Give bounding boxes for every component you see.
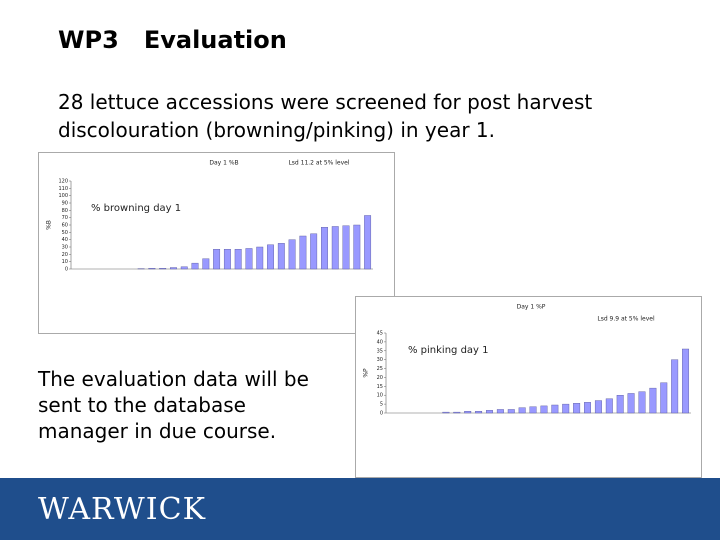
bar (191, 262, 199, 270)
y-tick-label: 15 (377, 384, 383, 390)
y-tick-label: 5 (380, 402, 383, 408)
bar (234, 248, 242, 270)
bar (299, 235, 307, 270)
bar (584, 402, 591, 414)
bar (562, 403, 570, 414)
bar (573, 403, 581, 414)
bar (507, 409, 515, 414)
bar (627, 393, 635, 414)
y-tick-label: 30 (62, 245, 68, 251)
y-tick-label: 30 (377, 357, 383, 363)
footer: WARWICK (0, 478, 720, 540)
bar (159, 268, 167, 270)
y-tick-label: 90 (62, 201, 68, 207)
y-tick-label: 40 (62, 237, 68, 243)
bar (213, 248, 221, 270)
y-tick-label: 20 (62, 252, 68, 258)
bar (594, 400, 602, 414)
bar (671, 359, 679, 414)
bar (364, 215, 372, 270)
bar (245, 248, 253, 270)
y-tick-label: 120 (58, 179, 68, 185)
chart-label: % pinking day 1 (408, 345, 489, 356)
bar (551, 404, 559, 414)
bar (442, 411, 450, 414)
y-axis-label: %P (363, 368, 370, 378)
chart-annotation: Lsd 11.2 at 5% level (288, 160, 349, 167)
chart-label: % browning day 1 (91, 203, 181, 214)
bar (277, 243, 285, 270)
bar (475, 411, 483, 414)
y-tick-label: 35 (377, 348, 383, 354)
bar (353, 224, 361, 270)
bar (638, 391, 646, 414)
y-tick-label: 10 (377, 393, 383, 399)
y-tick-label: 10 (62, 259, 68, 265)
y-tick-label: 50 (62, 230, 68, 236)
y-tick-label: 80 (62, 208, 68, 214)
bar (170, 267, 177, 270)
bar (331, 226, 339, 270)
y-tick-label: 110 (58, 186, 68, 192)
y-tick-label: 70 (62, 215, 68, 221)
chart-title: Day 1 %B (209, 160, 238, 167)
bar (616, 395, 624, 414)
bar (180, 266, 188, 270)
y-axis-label: %B (46, 220, 53, 230)
y-tick-label: 20 (377, 375, 383, 381)
bar (288, 239, 296, 270)
bar (518, 407, 526, 414)
bar (342, 225, 350, 270)
slide-text: 28 lettuce accessions were screened for … (58, 90, 593, 142)
bar (453, 411, 461, 414)
y-tick-label: 60 (62, 223, 68, 229)
bar (267, 244, 274, 270)
y-tick-label: 45 (377, 331, 383, 337)
bar (223, 248, 231, 270)
bar (256, 246, 264, 270)
slide-title: WP3 Evaluation (58, 26, 287, 54)
slide-note: The evaluation data will be sent to the … (38, 367, 309, 443)
chart-title: Day 1 %P (517, 304, 546, 311)
bar (540, 405, 548, 414)
bar (321, 226, 328, 270)
bar (310, 233, 318, 270)
chart: Day 1 %P Lsd 9.9 at 5% level %P 0 5 10 15 20 25 3… (355, 296, 702, 478)
y-tick-label: 0 (65, 267, 68, 273)
chart-annotation: Lsd 9.9 at 5% level (597, 316, 655, 323)
y-tick-label: 100 (58, 193, 68, 199)
bar (148, 268, 156, 270)
bar (496, 409, 504, 414)
y-tick-label: 25 (377, 366, 383, 372)
bar (682, 348, 690, 414)
bar (486, 410, 493, 414)
bar (605, 398, 613, 414)
bar (202, 258, 210, 270)
bar (464, 411, 472, 414)
y-tick-label: 40 (377, 339, 383, 345)
logo: WARWICK (38, 492, 206, 527)
y-tick-label: 0 (380, 411, 383, 417)
bar (649, 387, 657, 414)
bar (529, 406, 537, 414)
bar (660, 382, 668, 414)
